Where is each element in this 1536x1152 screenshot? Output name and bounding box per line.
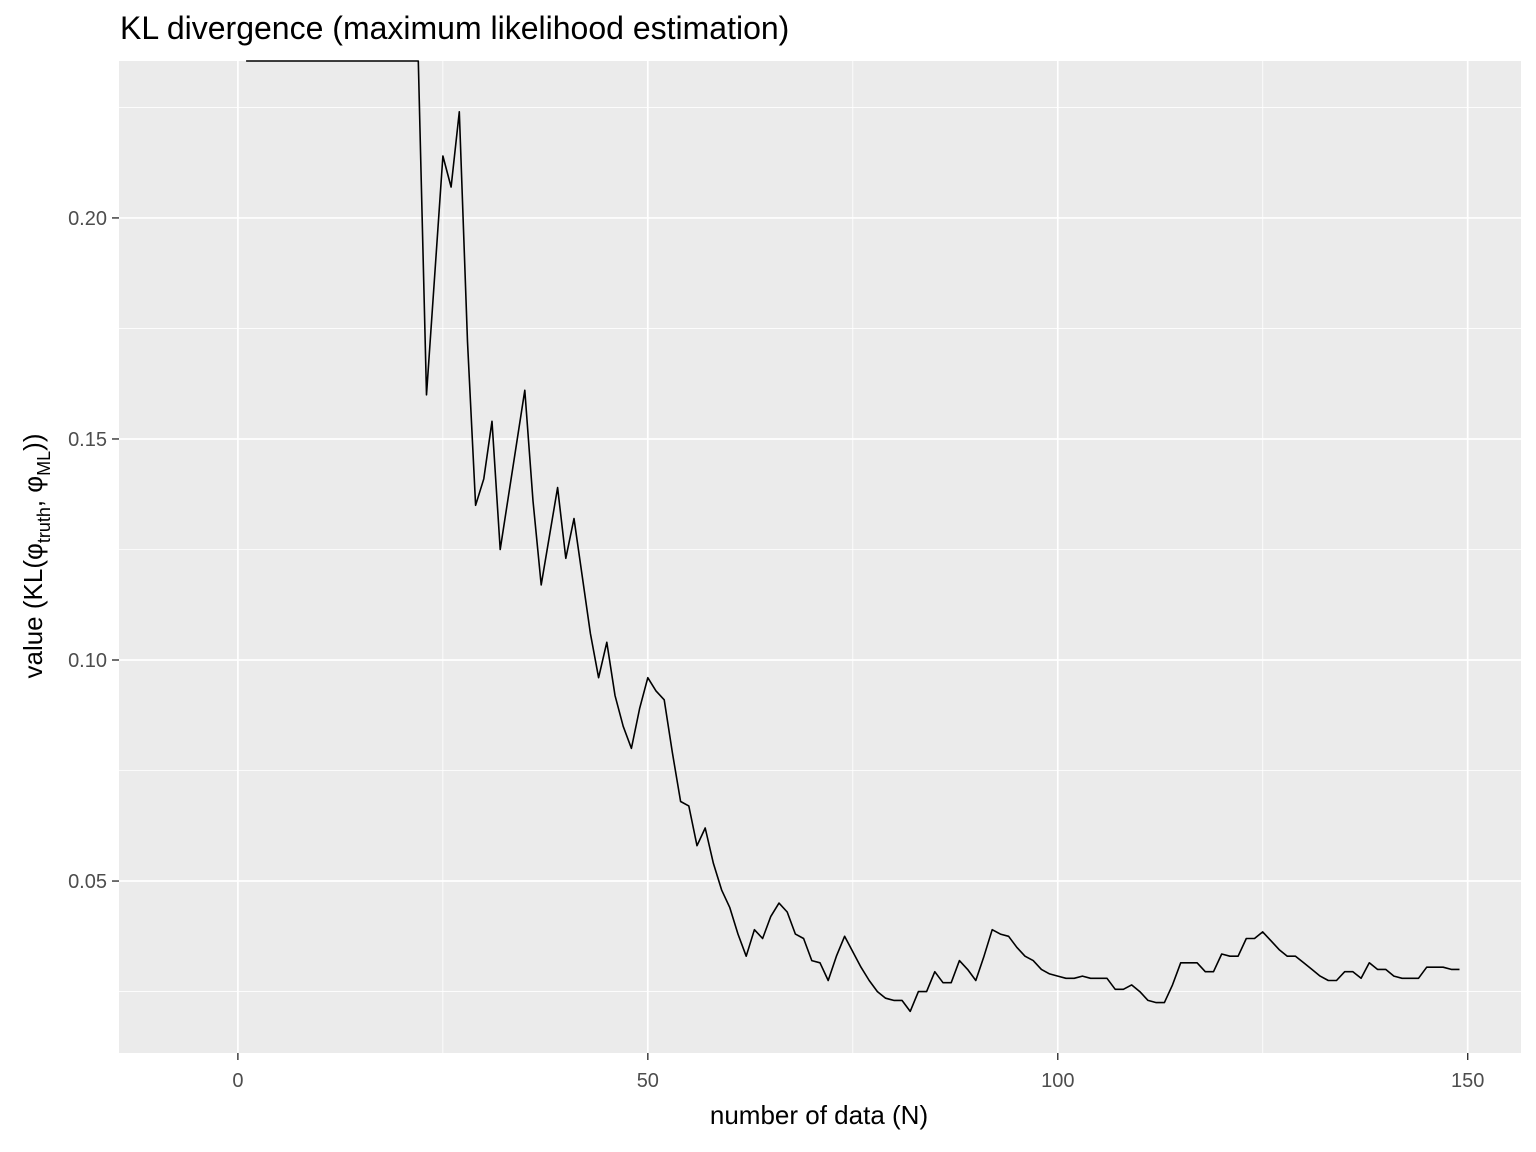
plot-panel [119,61,1521,1053]
y-tick-label: 0.05 [68,871,107,893]
x-tick-label: 0 [232,1070,243,1092]
y-tick-label: 0.15 [68,429,107,451]
major-gridlines [119,61,1521,1053]
series-line [246,60,1460,1013]
minor-gridlines [119,61,1521,1053]
chart-title: KL divergence (maximum likelihood estima… [120,10,790,46]
x-axis-ticks: 0 50 100 150 [232,1053,1484,1092]
y-axis-title: value (KL(φtruth, φML)) [18,433,54,678]
y-tick-label: 0.10 [68,650,107,672]
x-tick-label: 50 [637,1070,659,1092]
y-axis-ticks: 0.05 0.10 0.15 0.20 [68,208,119,893]
x-tick-label: 150 [1451,1070,1484,1092]
x-axis-title: number of data (N) [710,1100,928,1130]
y-tick-label: 0.20 [68,208,107,230]
x-tick-label: 100 [1041,1070,1074,1092]
